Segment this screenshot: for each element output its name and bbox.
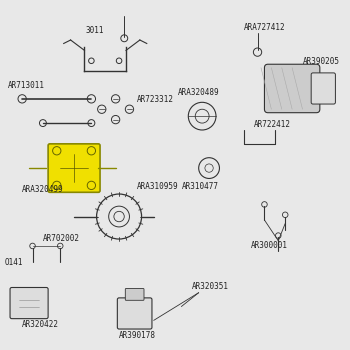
- FancyBboxPatch shape: [265, 64, 320, 113]
- Text: AR320422: AR320422: [22, 320, 59, 329]
- Text: ARA310959: ARA310959: [136, 182, 178, 191]
- Text: AR702002: AR702002: [43, 234, 80, 243]
- Text: ARA727412: ARA727412: [244, 23, 285, 32]
- Text: AR390205: AR390205: [302, 57, 340, 66]
- Text: ARA320499: ARA320499: [22, 185, 64, 194]
- Text: 3011: 3011: [86, 26, 104, 35]
- Text: O141: O141: [5, 258, 23, 267]
- Text: AR310477: AR310477: [181, 182, 218, 191]
- Text: AR390178: AR390178: [119, 331, 156, 340]
- FancyBboxPatch shape: [311, 73, 335, 104]
- Text: AR320351: AR320351: [192, 282, 229, 291]
- Text: AR713011: AR713011: [8, 82, 45, 90]
- FancyBboxPatch shape: [125, 288, 144, 300]
- FancyBboxPatch shape: [10, 287, 48, 318]
- Text: AR722412: AR722412: [254, 120, 291, 128]
- Text: ARA320489: ARA320489: [178, 89, 219, 97]
- FancyBboxPatch shape: [48, 144, 100, 192]
- Text: AR723312: AR723312: [136, 95, 173, 104]
- Text: AR300001: AR300001: [251, 241, 288, 250]
- FancyBboxPatch shape: [117, 298, 152, 329]
